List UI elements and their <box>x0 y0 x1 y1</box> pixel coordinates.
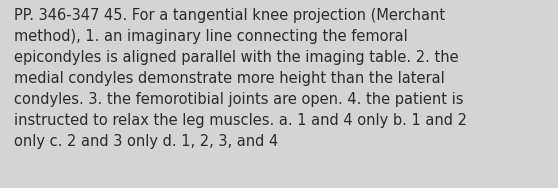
Text: PP. 346-347 45. For a tangential knee projection (Merchant
method), 1. an imagin: PP. 346-347 45. For a tangential knee pr… <box>14 8 467 149</box>
